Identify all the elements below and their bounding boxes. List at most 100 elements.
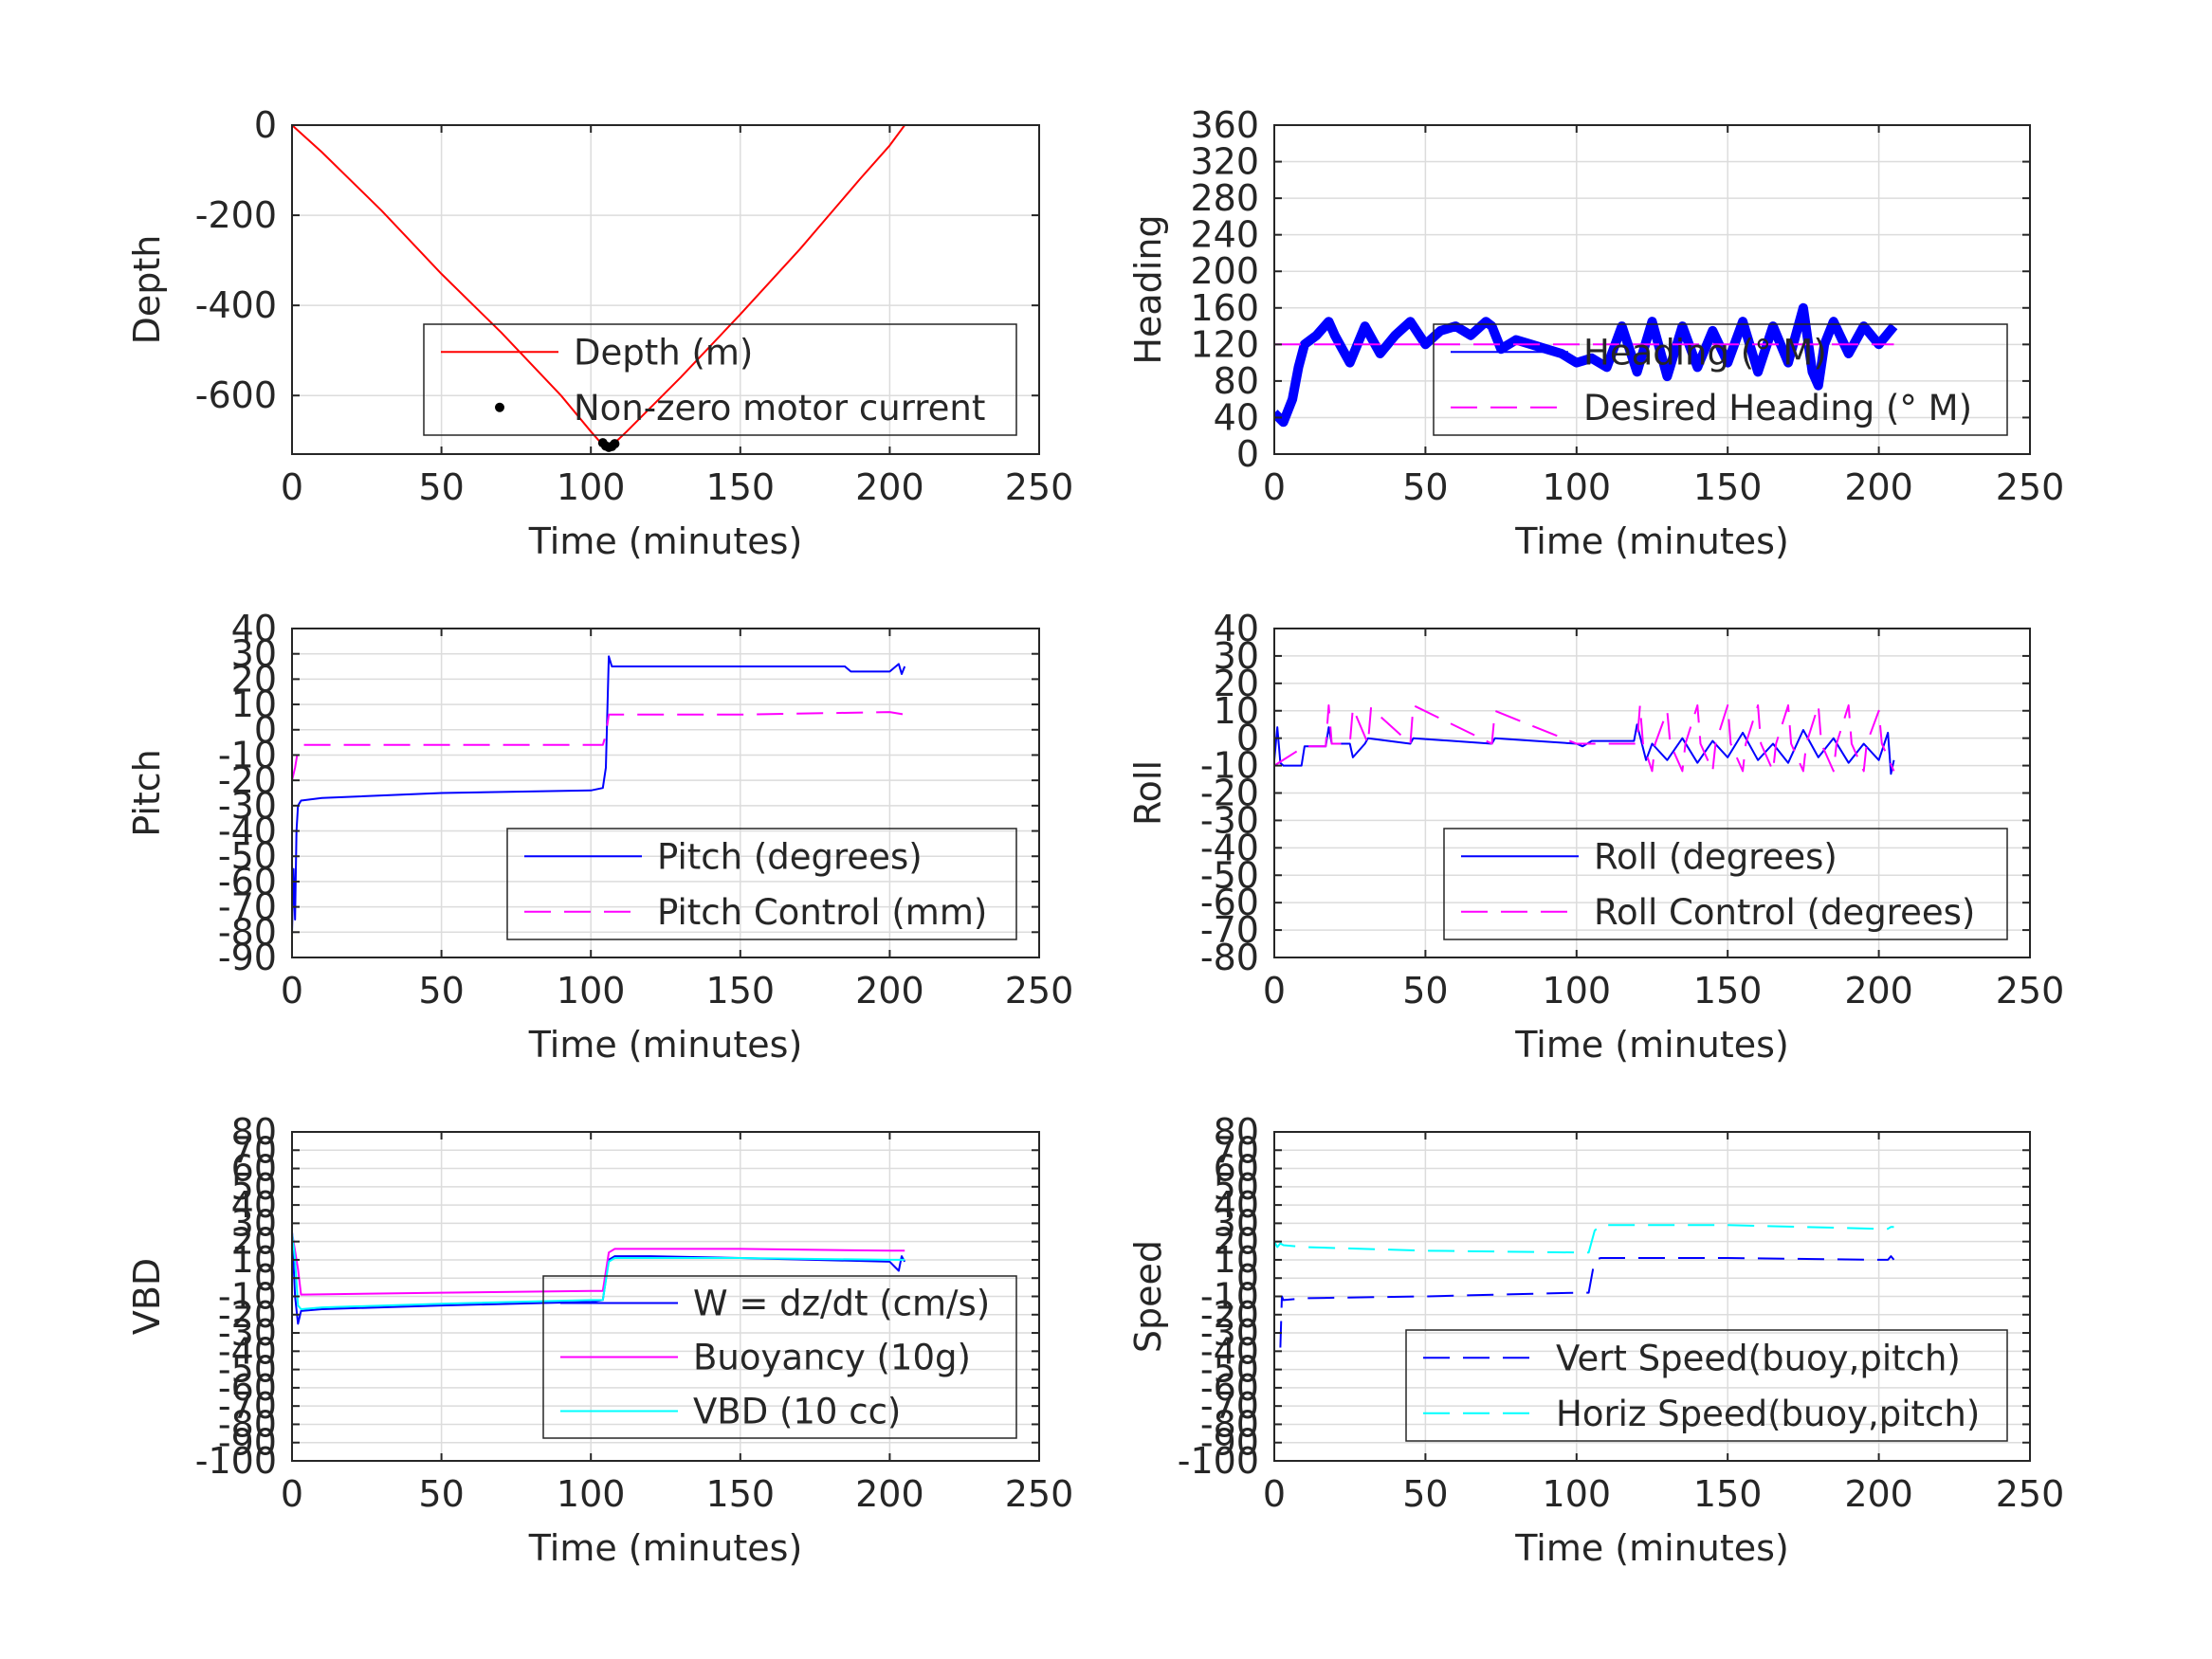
- legend: W = dz/dt (cm/s) Buoyancy (10g) VBD (10 cc…: [542, 1275, 1017, 1439]
- y-tick-label: 360: [1190, 104, 1259, 146]
- x-tick-label: 0: [281, 970, 303, 1012]
- legend-label: Buoyancy (10g): [693, 1338, 971, 1378]
- y-tick-label: -20: [1200, 773, 1259, 814]
- y-tick-label: 10: [1214, 1239, 1259, 1281]
- x-tick-label: 100: [1543, 466, 1612, 508]
- y-tick-label: -80: [1200, 937, 1259, 978]
- series-layer: [292, 655, 906, 933]
- series-line-2: [1274, 704, 1895, 773]
- chart-panel-vbd: 0 50 100 150 200 25080706050403020100-10-20-3…: [126, 1111, 1073, 1569]
- y-tick-label: 20: [231, 658, 277, 700]
- y-tick-label: 80: [1214, 1111, 1259, 1153]
- y-tick-label: -70: [1200, 909, 1259, 951]
- y-tick-label: 0: [1236, 718, 1259, 759]
- y-tick-label: -70: [218, 886, 277, 928]
- y-tick-label: 10: [231, 1239, 277, 1281]
- y-tick-label: -40: [218, 811, 277, 852]
- x-tick-label: 150: [1693, 970, 1763, 1012]
- x-tick-label: 250: [1005, 466, 1074, 508]
- y-tick-label: 240: [1190, 214, 1259, 256]
- y-tick-label: 10: [1214, 690, 1259, 732]
- y-axis-label: Pitch: [126, 749, 168, 837]
- x-tick-label: 100: [1543, 970, 1612, 1012]
- legend-box: [1405, 1329, 2008, 1442]
- x-tick-label: 0: [1263, 970, 1286, 1012]
- y-tick-label: 0: [1236, 1257, 1259, 1299]
- y-tick-label: -30: [1200, 1312, 1259, 1354]
- y-tick-label: -70: [1200, 1385, 1259, 1427]
- x-tick-label: 150: [1693, 1473, 1763, 1515]
- y-tick-label: -60: [1200, 1367, 1259, 1409]
- legend: Vert Speed(buoy,pitch) Horiz Speed(buoy,p…: [1405, 1329, 2008, 1442]
- y-tick-label: 60: [1214, 1148, 1259, 1190]
- x-tick-label: 0: [1263, 1473, 1286, 1515]
- y-tick-label: 50: [231, 1166, 277, 1208]
- legend-label: W = dz/dt (cm/s): [693, 1284, 990, 1324]
- series-line-2: [1274, 1224, 1894, 1254]
- y-tick-label: -50: [218, 835, 277, 877]
- y-axis-label: Heading: [1127, 214, 1169, 364]
- series-layer: [292, 1231, 906, 1325]
- y-tick-label: 40: [1214, 608, 1259, 649]
- chart-panel-heading: 0 50 100 150 200 2500408012016020024028032036…: [1127, 104, 2064, 562]
- y-tick-label: -80: [218, 1403, 277, 1445]
- axes-box: [291, 628, 1040, 958]
- y-tick-label: 30: [231, 1202, 277, 1244]
- x-axis-label: Time (minutes): [1514, 1527, 1789, 1569]
- y-tick-label: -40: [218, 1330, 277, 1372]
- data-point: [610, 439, 620, 449]
- y-tick-label: 280: [1190, 177, 1259, 219]
- legend-box: [423, 323, 1017, 436]
- y-axis-label: VBD: [126, 1258, 168, 1335]
- y-tick-label: 0: [1236, 433, 1259, 475]
- y-tick-label: -30: [218, 785, 277, 827]
- legend-box: [506, 828, 1017, 940]
- y-tick-label: 20: [1214, 1221, 1259, 1263]
- legend-label: Non-zero motor current: [574, 388, 985, 428]
- y-tick-label: 80: [231, 1111, 277, 1153]
- series-line-2: [292, 711, 905, 781]
- y-tick-label: -50: [1200, 1349, 1259, 1391]
- y-tick-label: -80: [218, 911, 277, 953]
- x-tick-label: 50: [418, 466, 464, 508]
- y-tick-label: -60: [218, 861, 277, 902]
- x-tick-label: 150: [706, 466, 776, 508]
- chart-panel-speed: 0 50 100 150 200 25080706050403020100-10-20-3…: [1127, 1111, 2064, 1569]
- y-tick-label: -50: [1200, 854, 1259, 896]
- y-tick-label: -90: [1200, 1422, 1259, 1464]
- legend: Depth (m) Non-zero motor current: [423, 323, 1017, 436]
- chart-panel-roll: 0 50 100 150 200 250403020100-10-20-30-40-50-…: [1127, 608, 2064, 1066]
- y-tick-label: -400: [195, 284, 277, 326]
- y-tick-label: 70: [1214, 1129, 1259, 1171]
- legend: Roll (degrees) Roll Control (degrees): [1443, 828, 2008, 940]
- y-tick-label: -30: [1200, 799, 1259, 841]
- x-tick-label: 0: [281, 1473, 303, 1515]
- x-tick-label: 200: [855, 466, 924, 508]
- y-tick-label: -20: [218, 1294, 277, 1336]
- y-tick-label: 60: [231, 1148, 277, 1190]
- y-tick-label: 0: [254, 709, 277, 751]
- x-tick-label: 50: [1402, 970, 1448, 1012]
- x-tick-label: 100: [557, 1473, 626, 1515]
- x-tick-label: 150: [1693, 466, 1763, 508]
- x-tick-label: 0: [281, 466, 303, 508]
- x-axis-label: Time (minutes): [1514, 1024, 1789, 1066]
- x-tick-label: 250: [1996, 1473, 2065, 1515]
- legend-label: VBD (10 cc): [693, 1392, 901, 1432]
- y-tick-label: -60: [1200, 882, 1259, 923]
- y-tick-label: 40: [1214, 1184, 1259, 1226]
- legend-label: Roll (degrees): [1594, 836, 1837, 877]
- y-tick-label: -60: [218, 1367, 277, 1409]
- series-layer: [292, 125, 906, 452]
- chart-panel-pitch: 0 50 100 150 200 250403020100-10-20-30-40-50-…: [126, 608, 1073, 1066]
- axes-box: [291, 124, 1040, 455]
- x-tick-label: 0: [1263, 466, 1286, 508]
- x-tick-label: 50: [418, 1473, 464, 1515]
- series-line-1: [1274, 723, 1895, 775]
- x-tick-label: 100: [557, 466, 626, 508]
- x-tick-label: 150: [706, 970, 776, 1012]
- y-tick-label: -40: [1200, 1330, 1259, 1372]
- y-tick-label: 160: [1190, 287, 1259, 329]
- x-tick-label: 200: [1844, 970, 1913, 1012]
- y-tick-label: -40: [1200, 827, 1259, 868]
